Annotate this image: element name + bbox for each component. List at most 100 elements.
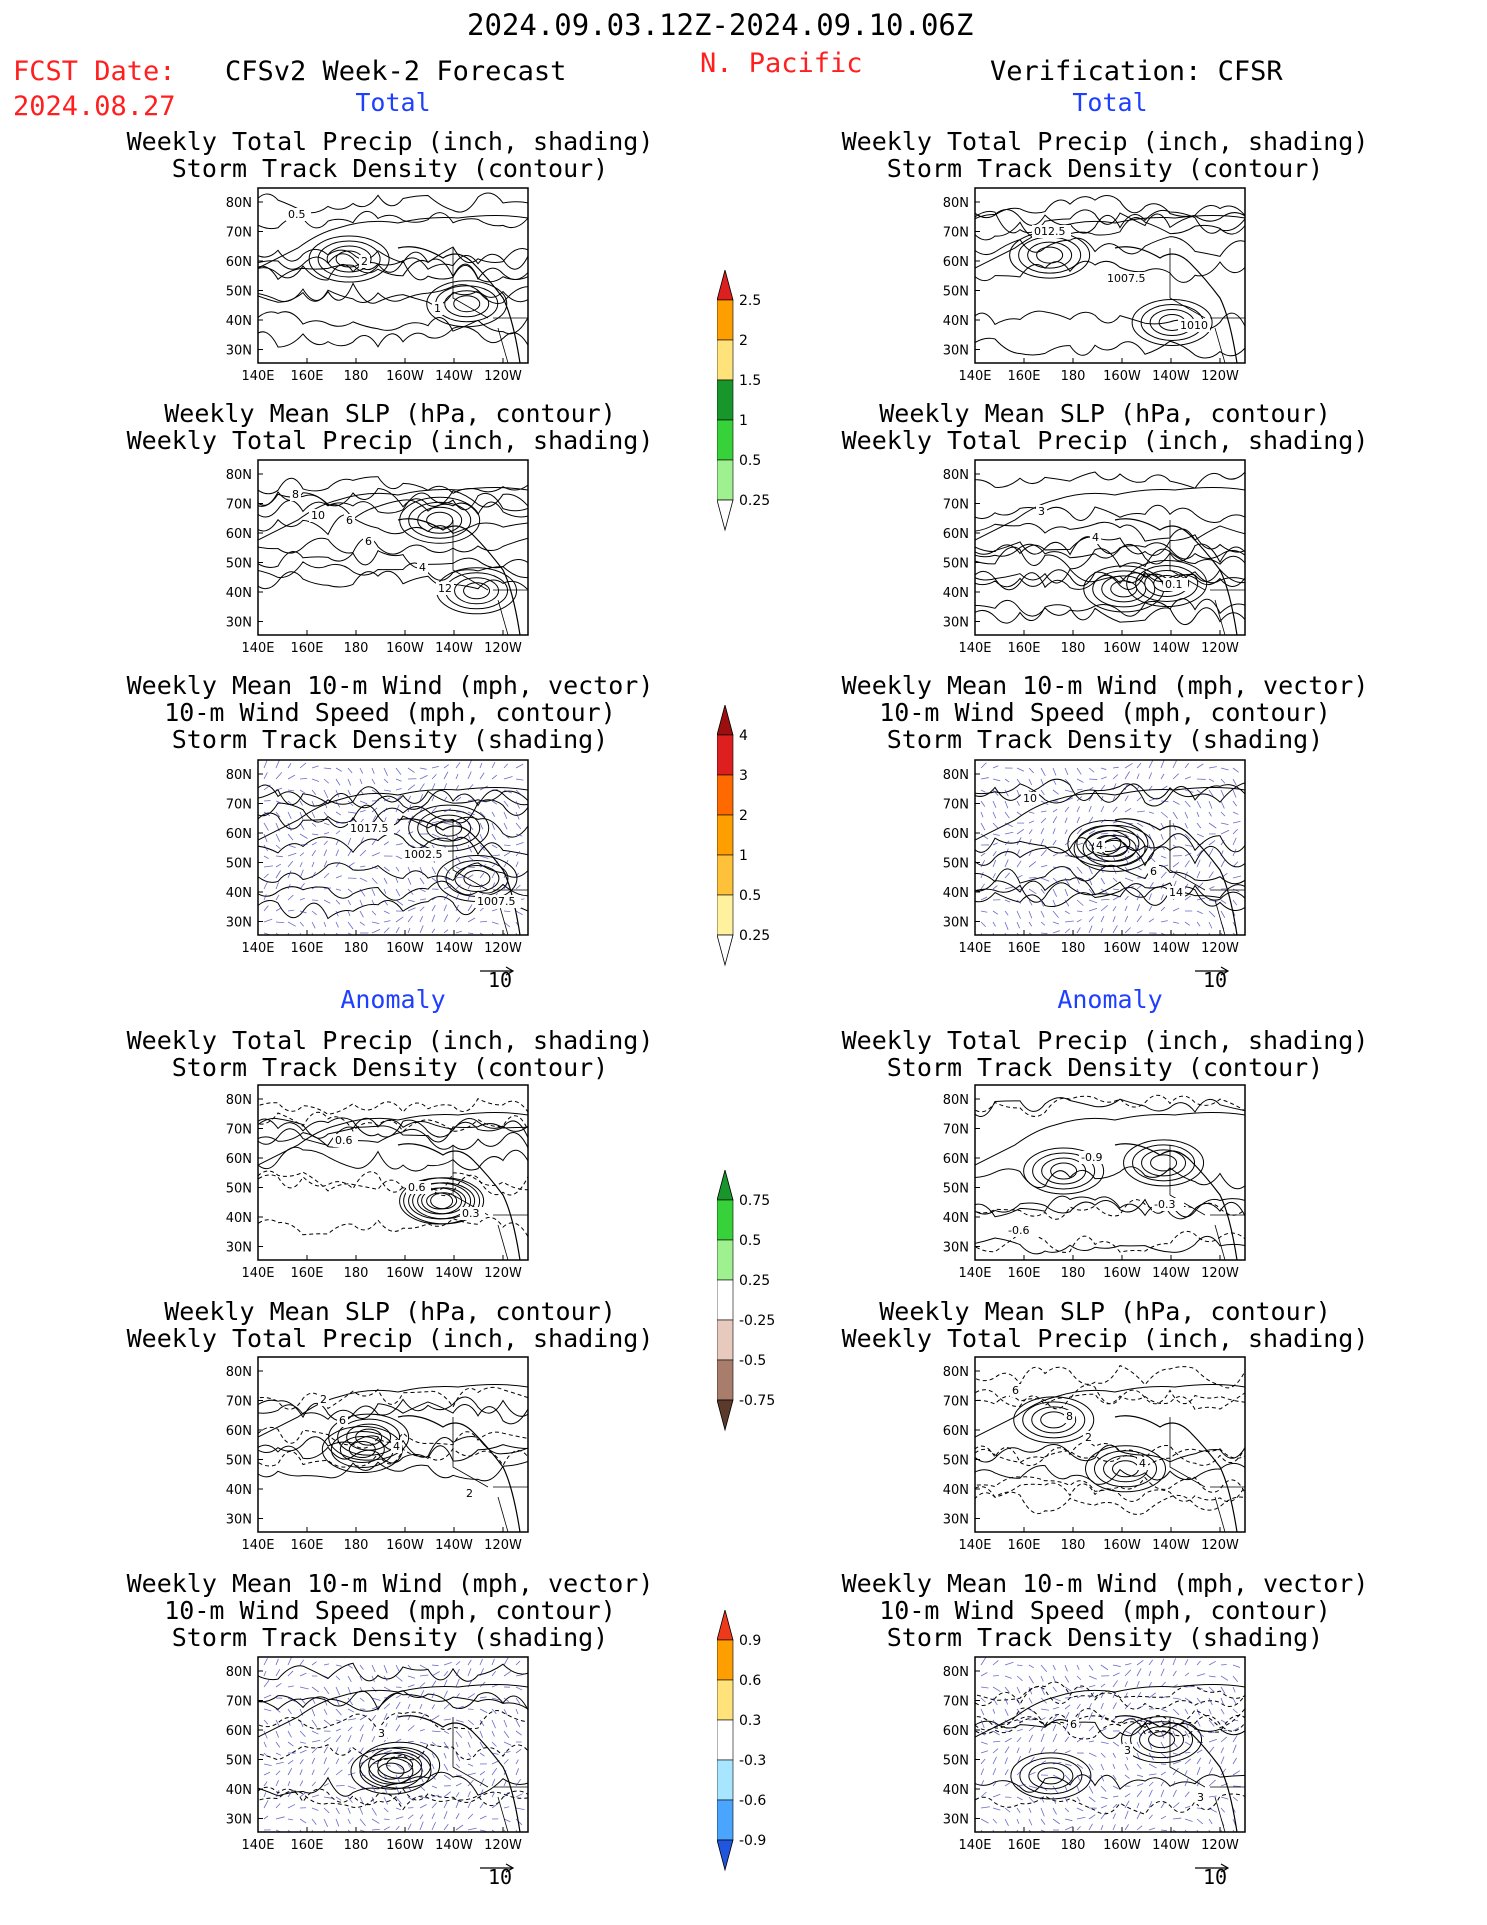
wind-vector	[1148, 893, 1152, 901]
wind-vector	[1088, 916, 1094, 923]
wind-vector	[275, 855, 283, 858]
coastline	[258, 1384, 528, 1438]
colorbar-label: 2	[739, 333, 748, 349]
wind-vector	[467, 844, 473, 853]
wind-vector	[371, 815, 377, 824]
contour-line	[359, 1741, 441, 1789]
wind-vector	[1040, 1708, 1049, 1711]
wind-vector	[1196, 811, 1200, 817]
wind-vector	[467, 1693, 476, 1699]
wind-vector	[1064, 778, 1070, 785]
wind-vector	[980, 1708, 985, 1716]
wind-vector	[1076, 899, 1084, 906]
wind-vector	[515, 1748, 522, 1754]
wind-vector	[1232, 1785, 1241, 1787]
wind-vector	[383, 1675, 388, 1682]
wind-vector	[371, 852, 380, 857]
wind-vector	[455, 1824, 464, 1831]
wind-vector	[383, 1763, 391, 1767]
wind-vector	[1160, 1815, 1167, 1820]
wind-vector	[1160, 1658, 1165, 1666]
wind-vector	[431, 1730, 441, 1733]
colorbar-label: 2	[739, 808, 748, 824]
contour-label: 1002.5	[404, 848, 443, 861]
wind-vector	[1124, 1681, 1128, 1688]
wind-vector	[1064, 1785, 1068, 1792]
wind-vector	[1232, 1727, 1240, 1732]
contour-line	[1094, 1450, 1158, 1488]
wind-vector	[1232, 875, 1242, 879]
coastline	[258, 1684, 528, 1738]
wind-vector	[1112, 1702, 1117, 1710]
wind-vector	[347, 1697, 354, 1706]
wind-vector	[1136, 1811, 1142, 1820]
wind-vector	[1232, 1675, 1239, 1683]
wind-vector	[395, 899, 404, 906]
colorbar-arrow	[717, 499, 734, 532]
wind-vector	[1220, 778, 1226, 784]
lon-label: 120W	[484, 1538, 522, 1553]
colorbar-label: -0.3	[739, 1753, 766, 1769]
wind-vector	[335, 875, 342, 879]
wind-vector	[407, 844, 415, 847]
contour-line	[975, 782, 1245, 804]
wind-vector	[371, 807, 378, 813]
wind-vector	[443, 1802, 448, 1809]
wind-vector	[1148, 1773, 1157, 1776]
colorbar-arrow	[717, 1610, 734, 1641]
wind-vector	[263, 1763, 272, 1767]
lon-label: 140W	[435, 369, 473, 384]
contour-label-bg	[460, 1207, 485, 1220]
wind-vector	[1184, 1818, 1193, 1822]
contour-line	[337, 1418, 401, 1456]
wind-vector	[443, 1823, 449, 1831]
wind-vector	[323, 860, 328, 868]
contour-line	[308, 235, 390, 283]
wind-vector	[980, 1791, 987, 1798]
wind-vector	[395, 818, 399, 824]
wind-vector	[431, 796, 435, 802]
wind-vector	[323, 822, 330, 826]
wind-vector	[1064, 1686, 1072, 1692]
wind-vector	[992, 1793, 1001, 1798]
wind-vector	[1064, 920, 1074, 923]
wind-vector	[383, 1818, 390, 1821]
lat-label: 40N	[226, 1211, 252, 1226]
wind-vector	[1148, 882, 1154, 890]
wind-vector	[1100, 1728, 1107, 1732]
wind-vector	[443, 808, 452, 813]
wind-vector	[515, 841, 524, 846]
vector-ref-label: 10	[1202, 968, 1228, 992]
wind-vector	[407, 767, 415, 773]
wind-vector	[1220, 829, 1230, 835]
contour-line	[1036, 246, 1064, 264]
colorbar-segment	[717, 1639, 734, 1681]
wind-vector	[383, 877, 388, 885]
wind-vector	[1136, 1802, 1140, 1809]
border-line	[452, 1417, 528, 1532]
colorbar-arrow	[717, 934, 734, 967]
wind-vector	[980, 1686, 989, 1689]
wind-vector	[287, 1781, 291, 1787]
wind-vector	[1100, 866, 1104, 873]
contour-line	[258, 1396, 528, 1422]
wind-vector	[1052, 1713, 1059, 1721]
wind-vector	[347, 1735, 352, 1743]
contour-label-bg	[1105, 272, 1151, 285]
wind-vector	[455, 833, 459, 839]
contour-line	[975, 236, 1245, 257]
wind-vector	[1088, 778, 1098, 780]
wind-vector	[431, 1692, 435, 1699]
wind-vector	[311, 789, 317, 795]
wind-vector	[263, 1771, 271, 1776]
wind-vector	[263, 1730, 268, 1739]
wind-vector	[1136, 796, 1142, 802]
section-anomaly-left: Anomaly	[340, 985, 446, 1014]
contour-line	[258, 561, 528, 581]
wind-vector	[371, 1774, 379, 1779]
wind-vector	[395, 1664, 401, 1673]
contour-line	[975, 778, 1245, 807]
wind-vector	[1088, 908, 1098, 912]
wind-vector	[323, 832, 330, 835]
wind-vector	[1160, 800, 1169, 802]
